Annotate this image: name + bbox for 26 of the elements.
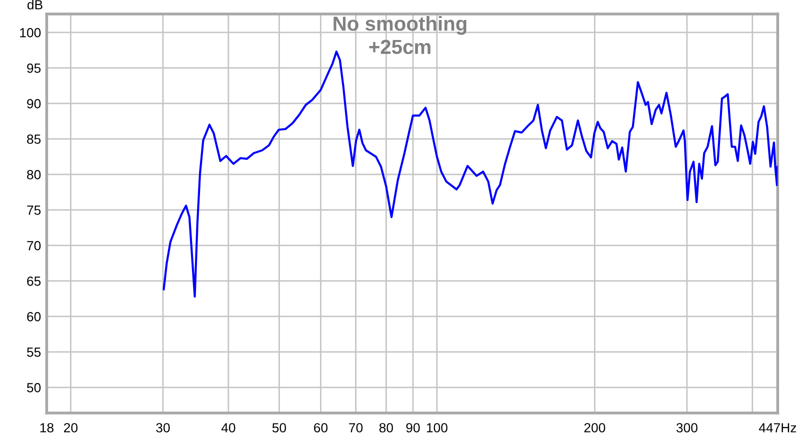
x-tick-label: 50 xyxy=(272,423,286,432)
text: No smoothing +25cm xyxy=(334,16,466,54)
x-tick-label: 18 xyxy=(40,423,54,432)
x-tick-label: 100 xyxy=(426,423,448,432)
y-tick-label: 50 xyxy=(27,383,41,392)
x-tick-label: 30 xyxy=(156,423,170,432)
x-tick-label: 60 xyxy=(314,423,328,432)
y-axis-title: dB xyxy=(27,0,42,10)
x-tick-label: 300 xyxy=(676,423,698,432)
x-tick-label: 200 xyxy=(584,423,606,432)
y-tick-label: 70 xyxy=(27,241,41,250)
y-tick-label: 80 xyxy=(27,170,41,180)
x-tick-label: 447Hz xyxy=(758,423,796,432)
y-tick-label: 95 xyxy=(27,64,41,73)
x-tick-label: 40 xyxy=(221,423,236,432)
y-tick-label: 85 xyxy=(27,134,41,144)
y-tick-label: 55 xyxy=(27,348,41,357)
x-tick-label: 80 xyxy=(379,423,393,432)
y-tick-label: 65 xyxy=(27,276,41,286)
y-tick-label: 75 xyxy=(27,206,41,215)
y-tick-label: 60 xyxy=(27,312,41,322)
x-tick-label: 20 xyxy=(64,423,78,432)
x-tick-label: 70 xyxy=(349,423,363,432)
y-tick-label: 100 xyxy=(20,28,41,38)
x-tick-label: 90 xyxy=(406,423,420,432)
y-tick-label: 90 xyxy=(27,99,41,108)
